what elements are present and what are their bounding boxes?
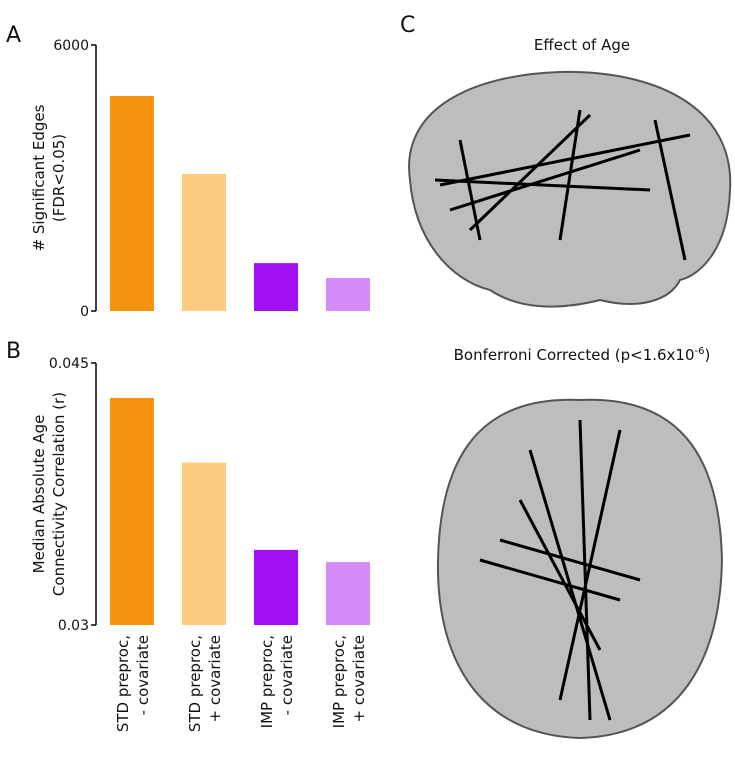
y-tick-label: 0 bbox=[80, 304, 89, 320]
x-tick-label: IMP preproc, bbox=[330, 635, 348, 728]
x-tick-label: - covariate bbox=[278, 635, 296, 715]
figure: A B C Effect of Age Bonferroni Corrected… bbox=[0, 0, 735, 756]
y-axis-label: Median Absolute Age bbox=[30, 415, 48, 574]
y-tick-label: 0.045 bbox=[49, 356, 89, 372]
bar bbox=[182, 174, 226, 311]
y-axis-label: Connectivity Correlation (r) bbox=[50, 392, 68, 596]
brain-outline bbox=[409, 72, 730, 307]
bar bbox=[326, 562, 370, 625]
bar bbox=[182, 463, 226, 625]
x-tick-label: IMP preproc, bbox=[258, 635, 276, 728]
y-axis-label: # Significant Edges bbox=[30, 104, 48, 251]
x-tick-label: + covariate bbox=[350, 635, 368, 722]
title-part: ) bbox=[705, 346, 711, 364]
y-tick-label: 6000 bbox=[53, 38, 89, 54]
x-tick-label: - covariate bbox=[134, 635, 152, 715]
y-axis-label: (FDR<0.05) bbox=[50, 134, 68, 222]
x-tick-label: + covariate bbox=[206, 635, 224, 722]
x-tick-label: STD preproc, bbox=[186, 635, 204, 732]
panel-label: C bbox=[400, 13, 415, 38]
brain-title: Bonferroni Corrected (p<1.6x10-6) bbox=[454, 346, 711, 364]
x-tick-label: STD preproc, bbox=[114, 635, 132, 732]
y-tick-label: 0.03 bbox=[58, 618, 89, 634]
title-superscript: -6 bbox=[695, 346, 705, 357]
panel-label: B bbox=[6, 339, 21, 364]
brain-axial bbox=[438, 400, 722, 738]
panel-label: A bbox=[6, 23, 21, 48]
brain-title: Effect of Age bbox=[534, 36, 630, 54]
title-part: Bonferroni Corrected (p<1.6x10 bbox=[454, 346, 695, 364]
brain-sagittal bbox=[409, 72, 730, 307]
bar bbox=[326, 278, 370, 311]
bar bbox=[110, 398, 154, 625]
bar bbox=[110, 96, 154, 311]
bar bbox=[254, 263, 298, 311]
bar bbox=[254, 550, 298, 625]
